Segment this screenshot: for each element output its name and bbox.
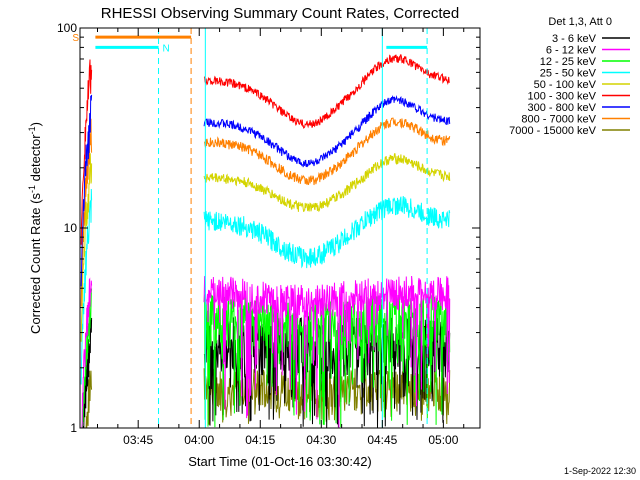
series-early-segment [80, 153, 93, 342]
y-axis-label: Corrected Count Rate (s-1 detector-1) [27, 122, 43, 334]
legend-label: 12 - 25 keV [540, 56, 597, 68]
series-12-25keV-line [81, 288, 451, 429]
legend-label: 25 - 50 keV [540, 68, 597, 80]
legend-title: Det 1,3, Att 0 [548, 16, 612, 28]
flag-label: N [163, 43, 170, 54]
series-main-segment [203, 153, 451, 213]
footer-date: 1-Sep-2022 12:30 [564, 466, 636, 476]
legend-label: 6 - 12 keV [546, 45, 597, 57]
series-early-segment [80, 94, 93, 287]
y-tick-label: 1 [70, 421, 77, 435]
ticks-layer: 1 10 100 03:45 04:00 04:15 04:30 04:45 05:00 [57, 21, 480, 447]
series-main-segment [203, 94, 451, 168]
series-main-segment [203, 196, 451, 269]
legend-label: 3 - 6 keV [552, 33, 597, 45]
series-50-100keV-line [80, 153, 451, 342]
series-25-50keV-line [80, 188, 451, 385]
series-300-800keV-line [80, 94, 451, 287]
series-early-segment [80, 59, 93, 245]
x-tick-label: 04:00 [184, 433, 214, 447]
series-6-12keV-line [81, 275, 451, 429]
legend-label: 300 - 800 keV [528, 102, 597, 114]
y-tick-label: 100 [57, 21, 77, 35]
chart-title: RHESSI Observing Summary Count Rates, Co… [101, 5, 459, 22]
legend-label: 7000 - 15000 keV [509, 125, 597, 137]
x-tick-label: 04:15 [245, 433, 275, 447]
series-early-segment [80, 118, 93, 307]
x-tick-label: 05:00 [428, 433, 458, 447]
series-800-7000keV-line [80, 117, 451, 307]
flag-label: S [72, 33, 79, 44]
series-100-300keV-line [80, 54, 450, 245]
x-tick-label: 04:30 [306, 433, 336, 447]
x-tick-label: 04:45 [367, 433, 397, 447]
series-main-segment [203, 117, 451, 186]
series-early-segment [80, 188, 93, 385]
series-main-segment [203, 275, 451, 428]
plot-layer: SN [72, 28, 451, 429]
x-tick-label: 03:45 [123, 433, 153, 447]
x-axis-label: Start Time (01-Oct-16 03:30:42) [188, 454, 372, 469]
series-main-segment [203, 294, 451, 428]
series-early-segment [81, 277, 93, 429]
legend-label: 50 - 100 keV [534, 79, 597, 91]
legend-label: 100 - 300 keV [528, 91, 597, 103]
legend-label: 800 - 7000 keV [521, 114, 596, 126]
series-main-segment [203, 54, 450, 129]
y-tick-label: 10 [64, 221, 78, 235]
series-early-segment [81, 288, 93, 429]
